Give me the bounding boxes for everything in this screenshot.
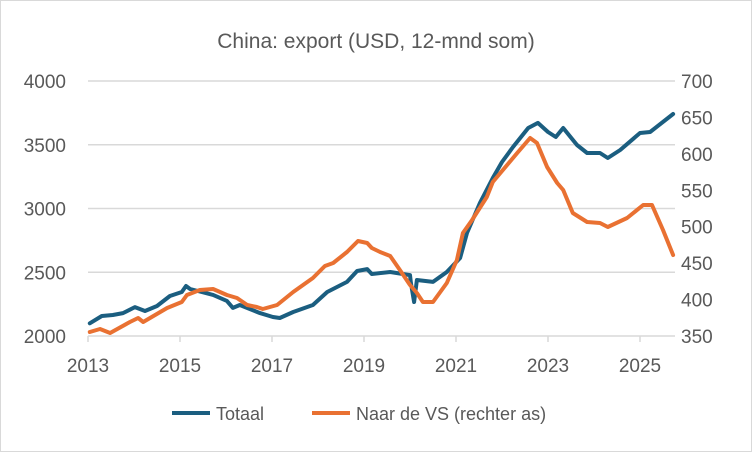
gridlines xyxy=(88,80,675,337)
x-tick-label: 2019 xyxy=(343,356,385,377)
x-axis: 2013 2015 2017 2019 2021 2023 2025 xyxy=(67,336,661,377)
x-tick-label: 2023 xyxy=(527,356,569,377)
legend-label-totaal: Totaal xyxy=(216,404,264,424)
left-tick-label: 3500 xyxy=(24,136,66,157)
series-line-naar-de-vs xyxy=(87,136,676,335)
left-tick-label: 2500 xyxy=(24,263,66,284)
left-tick-label: 4000 xyxy=(24,72,66,93)
chart-title: China: export (USD, 12-mnd som) xyxy=(217,30,534,53)
legend-label-vs: Naar de VS (rechter as) xyxy=(356,404,546,424)
right-tick-label: 500 xyxy=(681,218,713,239)
legend: Totaal Naar de VS (rechter as) xyxy=(172,404,546,424)
x-tick-label: 2015 xyxy=(159,356,201,377)
x-tick-label: 2013 xyxy=(67,356,109,377)
left-axis-labels: 2000 2500 3000 3500 4000 xyxy=(24,72,66,348)
right-tick-label: 350 xyxy=(681,327,713,348)
right-tick-label: 400 xyxy=(681,291,713,312)
right-tick-label: 650 xyxy=(681,108,713,129)
x-tick-label: 2025 xyxy=(619,356,661,377)
right-tick-label: 700 xyxy=(681,72,713,93)
right-tick-label: 550 xyxy=(681,181,713,202)
left-tick-label: 3000 xyxy=(24,200,66,221)
series-lines xyxy=(87,112,676,335)
right-axis-labels: 350 400 450 500 550 600 650 700 xyxy=(681,72,713,348)
right-tick-label: 600 xyxy=(681,145,713,166)
x-tick-label: 2021 xyxy=(435,356,477,377)
x-tick-label: 2017 xyxy=(251,356,293,377)
series-line-totaal xyxy=(87,112,676,326)
right-tick-label: 450 xyxy=(681,254,713,275)
left-tick-label: 2000 xyxy=(24,327,66,348)
